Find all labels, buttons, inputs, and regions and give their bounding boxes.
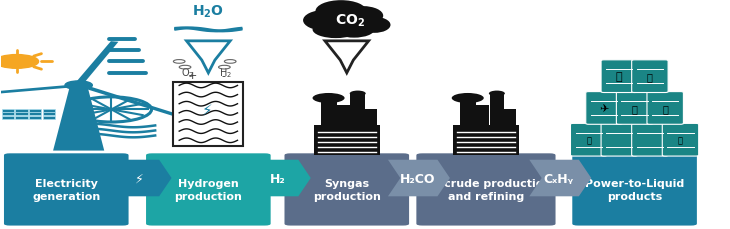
- FancyBboxPatch shape: [29, 109, 42, 113]
- Ellipse shape: [342, 7, 383, 26]
- FancyBboxPatch shape: [476, 105, 489, 126]
- Polygon shape: [388, 160, 450, 196]
- Text: $\mathbf{CO_2}$: $\mathbf{CO_2}$: [334, 13, 365, 29]
- Text: Syncrude production
and refining: Syncrude production and refining: [420, 178, 551, 201]
- FancyBboxPatch shape: [1, 116, 14, 119]
- Text: 🚛: 🚛: [662, 104, 668, 113]
- Ellipse shape: [358, 18, 391, 34]
- Text: Hydrogen
production: Hydrogen production: [174, 178, 242, 201]
- Ellipse shape: [303, 11, 347, 31]
- FancyBboxPatch shape: [585, 92, 622, 125]
- Text: ⛽: ⛽: [678, 136, 683, 144]
- Text: 🚗: 🚗: [586, 136, 591, 144]
- Polygon shape: [76, 85, 184, 118]
- Ellipse shape: [489, 91, 505, 97]
- Polygon shape: [0, 85, 80, 99]
- FancyBboxPatch shape: [15, 109, 28, 113]
- Text: Power-to-Liquid
products: Power-to-Liquid products: [585, 178, 684, 201]
- FancyBboxPatch shape: [15, 116, 28, 119]
- Polygon shape: [74, 42, 118, 86]
- Circle shape: [0, 55, 39, 69]
- FancyBboxPatch shape: [43, 113, 55, 116]
- FancyBboxPatch shape: [43, 116, 55, 119]
- Text: Syngas
production: Syngas production: [313, 178, 381, 201]
- FancyBboxPatch shape: [4, 154, 128, 226]
- FancyBboxPatch shape: [601, 60, 637, 93]
- FancyBboxPatch shape: [1, 109, 14, 113]
- Ellipse shape: [350, 91, 366, 97]
- Text: $\mathsf{O_2}$: $\mathsf{O_2}$: [180, 66, 194, 80]
- Ellipse shape: [312, 22, 359, 39]
- FancyBboxPatch shape: [337, 105, 350, 126]
- Circle shape: [452, 94, 484, 104]
- Polygon shape: [529, 160, 591, 196]
- FancyBboxPatch shape: [314, 126, 380, 155]
- FancyBboxPatch shape: [15, 113, 28, 116]
- Circle shape: [65, 82, 92, 90]
- Circle shape: [105, 108, 118, 112]
- FancyBboxPatch shape: [601, 124, 637, 156]
- Text: Electricity
generation: Electricity generation: [32, 178, 101, 201]
- FancyBboxPatch shape: [453, 126, 519, 155]
- FancyBboxPatch shape: [320, 98, 337, 126]
- Polygon shape: [325, 42, 369, 74]
- Text: ✈: ✈: [599, 104, 609, 113]
- FancyBboxPatch shape: [1, 113, 14, 116]
- Circle shape: [312, 94, 345, 104]
- Text: 🕯: 🕯: [616, 72, 623, 82]
- Text: $\mathsf{H_2}$: $\mathsf{H_2}$: [219, 66, 232, 80]
- FancyBboxPatch shape: [146, 154, 271, 226]
- FancyBboxPatch shape: [572, 154, 697, 226]
- FancyBboxPatch shape: [647, 92, 683, 125]
- Text: 🚢: 🚢: [647, 72, 653, 82]
- Ellipse shape: [334, 22, 374, 38]
- FancyBboxPatch shape: [350, 94, 365, 126]
- FancyBboxPatch shape: [365, 110, 377, 126]
- FancyBboxPatch shape: [174, 83, 243, 146]
- Text: ⚡: ⚡: [201, 103, 212, 117]
- FancyBboxPatch shape: [43, 109, 55, 113]
- FancyBboxPatch shape: [570, 124, 607, 156]
- Text: H₂: H₂: [270, 172, 286, 185]
- Text: CₓHᵧ: CₓHᵧ: [544, 172, 574, 185]
- FancyBboxPatch shape: [29, 113, 42, 116]
- Text: 🧪: 🧪: [631, 104, 637, 113]
- FancyBboxPatch shape: [490, 94, 504, 126]
- FancyBboxPatch shape: [460, 98, 476, 126]
- Text: H₂CO: H₂CO: [399, 172, 435, 185]
- Text: +: +: [188, 70, 198, 80]
- FancyBboxPatch shape: [631, 60, 668, 93]
- Text: ⚡: ⚡: [134, 172, 143, 185]
- Text: $\mathbf{H_2O}$: $\mathbf{H_2O}$: [192, 4, 224, 20]
- Ellipse shape: [315, 1, 366, 23]
- FancyBboxPatch shape: [504, 110, 516, 126]
- FancyBboxPatch shape: [631, 124, 668, 156]
- Polygon shape: [53, 86, 104, 151]
- FancyBboxPatch shape: [285, 154, 409, 226]
- FancyBboxPatch shape: [416, 154, 556, 226]
- Polygon shape: [110, 160, 172, 196]
- FancyBboxPatch shape: [616, 92, 653, 125]
- Polygon shape: [249, 160, 311, 196]
- FancyBboxPatch shape: [29, 116, 42, 119]
- FancyBboxPatch shape: [662, 124, 699, 156]
- Text: -: -: [222, 70, 226, 80]
